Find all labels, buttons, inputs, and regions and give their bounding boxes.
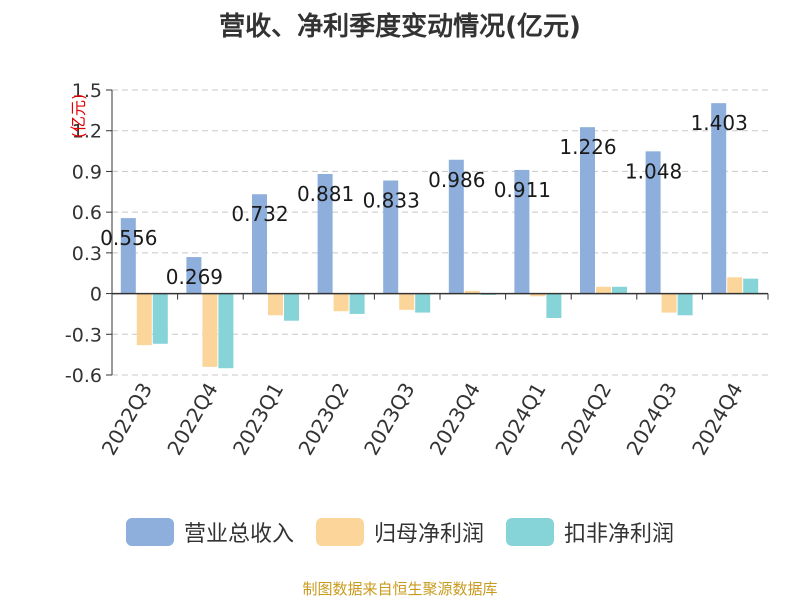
bar-扣非净利润-2022Q3 (152, 293, 168, 344)
bar-扣非净利润-2023Q2 (349, 293, 365, 314)
bar-归母净利润-2022Q3 (136, 293, 152, 346)
bar-营业总收入-2024Q2 (580, 127, 595, 294)
x-tick-label: 2024Q3 (621, 379, 681, 460)
data-label: 0.269 (166, 265, 223, 289)
data-label: 0.833 (363, 189, 420, 213)
y-tick-label: -0.6 (65, 365, 102, 387)
data-label: 1.403 (691, 111, 748, 135)
data-label: 0.881 (297, 182, 354, 206)
bar-扣非净利润-2024Q2 (612, 286, 627, 294)
x-tick-label: 2024Q4 (687, 379, 747, 460)
y-tick-label: 0.6 (72, 202, 102, 224)
bar-扣非净利润-2024Q1 (546, 293, 562, 318)
bar-营业总收入-2024Q4 (711, 103, 727, 294)
legend-label-net-profit: 归母净利润 (373, 522, 484, 547)
bar-营业总收入-2023Q4 (448, 159, 464, 294)
x-tick-label: 2023Q1 (228, 379, 288, 460)
data-label: 0.556 (100, 226, 157, 250)
data-label: 1.226 (559, 135, 616, 159)
bar-归母净利润-2022Q4 (202, 293, 218, 367)
bar-归母净利润-2024Q1 (530, 293, 546, 297)
chart-title: 营收、净利季度变动情况(亿元) (219, 12, 581, 42)
bar-扣非净利润-2023Q1 (284, 293, 299, 321)
bar-扣非净利润-2022Q4 (218, 293, 234, 369)
bar-归母净利润-2024Q3 (661, 293, 677, 313)
bar-营业总收入-2023Q3 (383, 180, 399, 294)
legend-item-revenue[interactable]: 营业总收入 (125, 516, 294, 548)
y-tick-label: -0.3 (65, 324, 102, 346)
legend-swatch-net-profit (315, 518, 364, 546)
x-tick-label: 2023Q3 (359, 379, 419, 460)
bar-营业总收入-2022Q3 (120, 218, 136, 294)
bar-扣非净利润-2024Q3 (677, 293, 693, 316)
y-tick-label: 0 (90, 284, 102, 306)
bar-归母净利润-2024Q4 (727, 277, 743, 294)
bar-归母净利润-2023Q4 (464, 290, 480, 294)
bar-归母净利润-2023Q3 (399, 293, 415, 310)
bar-归母净利润-2023Q2 (333, 293, 349, 312)
x-tick-label: 2023Q4 (425, 379, 485, 460)
y-tick-label: 0.3 (72, 243, 102, 265)
bar-营业总收入-2023Q2 (317, 174, 333, 294)
data-label: 1.048 (625, 159, 682, 183)
legend: 营业总收入 归母净利润 扣非净利润 (0, 516, 800, 548)
bar-归母净利润-2023Q1 (268, 293, 283, 316)
bar-归母净利润-2024Q2 (596, 286, 611, 294)
source-note: 制图数据来自恒生聚源数据库 (302, 580, 498, 598)
y-tick-label: 0.9 (72, 161, 102, 183)
legend-label-revenue: 营业总收入 (183, 522, 294, 547)
bar-营业总收入-2023Q1 (252, 194, 267, 294)
bar-营业总收入-2024Q3 (645, 151, 661, 294)
data-label: 0.986 (428, 168, 485, 192)
legend-label-deducted-profit: 扣非净利润 (564, 522, 675, 547)
y-axis-label: (亿元) (69, 94, 88, 139)
bar-营业总收入-2024Q1 (514, 169, 530, 294)
data-label: 0.911 (494, 178, 551, 202)
x-tick-label: 2022Q4 (162, 379, 222, 460)
bar-营业总收入-2022Q4 (186, 257, 202, 294)
y-tick-label: 1.2 (72, 121, 102, 143)
bar-扣非净利润-2023Q3 (415, 293, 431, 313)
legend-swatch-revenue (125, 518, 174, 546)
x-tick-label: 2024Q2 (556, 379, 616, 460)
legend-item-net-profit[interactable]: 归母净利润 (315, 516, 484, 548)
legend-item-deducted-profit[interactable]: 扣非净利润 (506, 516, 674, 548)
y-tick-label: 1.5 (72, 80, 102, 102)
x-tick-label: 2023Q2 (293, 379, 353, 460)
legend-swatch-deducted-profit (506, 518, 554, 546)
bar-扣非净利润-2024Q4 (743, 278, 759, 294)
x-tick-label: 2024Q1 (490, 379, 550, 460)
x-tick-label: 2022Q3 (97, 379, 157, 460)
data-label: 0.732 (231, 202, 288, 226)
